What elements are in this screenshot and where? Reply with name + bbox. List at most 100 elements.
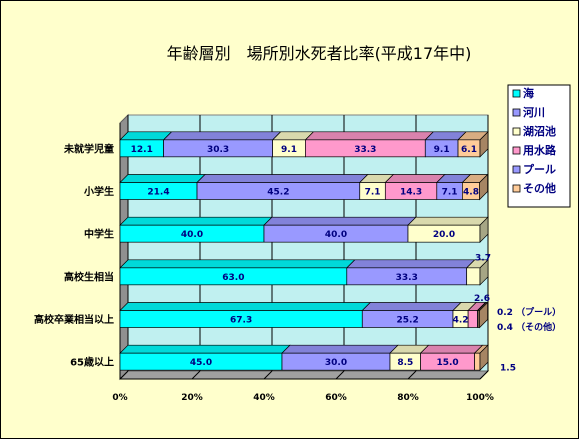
category-label: 高校生相当 xyxy=(64,270,114,283)
bar-segment xyxy=(119,174,206,200)
data-label: 7.1 xyxy=(365,188,381,198)
bar-segment xyxy=(119,344,291,371)
bar-top-face xyxy=(419,344,484,354)
bar-top-face xyxy=(119,302,372,311)
legend-label: その他 xyxy=(523,181,556,195)
bar-front-face xyxy=(474,352,481,371)
bar-top-face xyxy=(196,174,369,183)
data-label: 20.0 xyxy=(433,230,455,240)
bar-segment xyxy=(345,259,476,286)
bar-segment xyxy=(271,131,315,158)
data-label: 33.3 xyxy=(354,145,376,155)
category-label: 高校卒業相当以上 xyxy=(34,313,114,326)
bar-end-face xyxy=(479,130,489,158)
category-label: 65歳以上 xyxy=(70,356,114,369)
data-label: 12.1 xyxy=(131,145,153,155)
data-label: 14.3 xyxy=(400,188,422,198)
data-label: 45.0 xyxy=(190,358,212,368)
bar-top-face xyxy=(162,131,282,141)
category-label: 中学生 xyxy=(84,228,114,241)
bar-front-face xyxy=(466,267,481,286)
gridline-floor xyxy=(191,370,201,380)
annotation-label: 2.6 xyxy=(474,294,490,304)
x-tick-label: 80% xyxy=(397,393,419,403)
gridline-floor xyxy=(407,370,417,380)
legend-label: 河川 xyxy=(523,105,545,119)
data-label: 63.0 xyxy=(222,273,244,283)
annotation-label: 0.4 （その他） xyxy=(497,321,561,333)
annotation-label: 1.5 xyxy=(500,364,516,374)
bar-segment xyxy=(384,174,446,200)
bar-end-face xyxy=(479,173,488,201)
legend-label: 用水路 xyxy=(523,143,557,157)
legend-swatch xyxy=(512,184,521,193)
x-tick-label: 0% xyxy=(112,393,127,403)
legend-label: 海 xyxy=(523,86,534,100)
bar-front-face xyxy=(467,310,478,328)
data-label: 9.1 xyxy=(281,145,297,155)
bar-end-face xyxy=(479,344,489,372)
legend-label: プール xyxy=(523,162,556,176)
gridline-floor xyxy=(119,370,129,380)
x-tick-label: 40% xyxy=(253,393,275,403)
data-label: 8.5 xyxy=(397,358,413,368)
bar-top-face xyxy=(119,344,291,354)
data-label: 67.3 xyxy=(230,316,252,326)
legend-swatch xyxy=(512,146,521,155)
category-label: 小学生 xyxy=(83,185,114,198)
data-label: 4.2 xyxy=(453,316,469,326)
bar-segment xyxy=(452,302,477,328)
data-label: 40.0 xyxy=(325,230,347,240)
data-label: 40.0 xyxy=(181,230,203,240)
bar-top-face xyxy=(361,302,462,311)
legend-swatch xyxy=(512,127,521,136)
bar-segment xyxy=(457,131,489,158)
bar-end-face xyxy=(479,216,489,244)
bar-end-face xyxy=(479,301,488,329)
gridline-floor xyxy=(335,370,345,380)
annotation-label: 3.7 xyxy=(475,253,491,263)
bar-top-face xyxy=(263,216,417,226)
bar-segment xyxy=(162,131,282,158)
data-label: 7.1 xyxy=(442,188,458,198)
bar-segment xyxy=(465,259,489,286)
bar-segment xyxy=(196,174,369,200)
data-label: 25.2 xyxy=(397,316,419,326)
chart-title: 年齢層別 場所別水死者比率(平成17年中) xyxy=(167,44,472,63)
bar-segment xyxy=(119,302,372,328)
bar-segment xyxy=(119,259,356,286)
x-tick-label: 60% xyxy=(325,393,347,403)
bar-top-face xyxy=(119,216,273,226)
bar-segment xyxy=(304,131,435,158)
bar-segment xyxy=(419,344,484,371)
bar-top-face xyxy=(345,259,476,269)
data-label: 45.2 xyxy=(267,188,289,198)
data-label: 15.0 xyxy=(436,358,458,368)
bar-segment xyxy=(361,302,462,328)
bar-top-face xyxy=(304,131,435,141)
plot-area: 0% 20% 40% 60% 80% 100% 未就学児童 12.1 30.3 9.1 33.3 9.… xyxy=(34,113,561,403)
category-label: 未就学児童 xyxy=(63,142,114,155)
data-label: 4.8 xyxy=(463,188,479,198)
data-label: 30.3 xyxy=(207,145,229,155)
data-label: 33.3 xyxy=(396,273,418,283)
bar-top-face xyxy=(384,174,446,183)
data-label: 6.1 xyxy=(461,145,477,155)
data-label: 9.1 xyxy=(434,145,450,155)
data-label: 21.4 xyxy=(147,188,169,198)
gridline-floor xyxy=(479,370,489,380)
plot-floor xyxy=(118,370,490,380)
bar-end-face xyxy=(479,258,489,286)
legend-label: 湖沼池 xyxy=(523,124,556,138)
gridline-floor xyxy=(263,370,273,380)
x-tick-label: 20% xyxy=(181,393,203,403)
bar-top-face xyxy=(119,131,173,141)
legend-swatch xyxy=(512,108,521,117)
x-tick-label: 100% xyxy=(466,393,494,403)
legend-swatch xyxy=(512,89,521,98)
bar-top-face xyxy=(407,216,489,226)
bar-segment xyxy=(358,174,395,200)
